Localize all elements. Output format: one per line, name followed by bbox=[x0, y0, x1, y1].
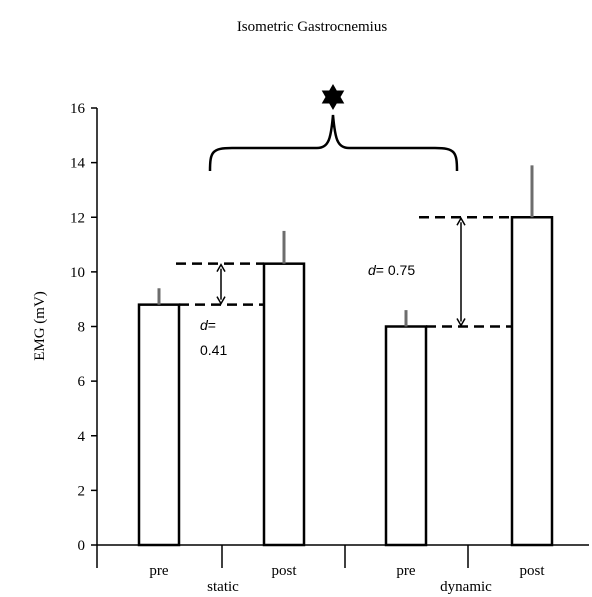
arrow-head-up bbox=[216, 263, 226, 273]
bars bbox=[137, 165, 554, 547]
arrow-head-down bbox=[456, 318, 466, 328]
significance-brace bbox=[208, 114, 459, 172]
y-ticks: 0 2 4 6 8 10 12 14 16 bbox=[70, 101, 97, 554]
y-tick-label: 6 bbox=[78, 374, 86, 390]
bar-dynamic-pre bbox=[384, 325, 428, 547]
y-tick-label: 16 bbox=[70, 101, 86, 117]
x-tick-label: post bbox=[519, 563, 545, 579]
x-labels: pre post static pre post dynamic bbox=[149, 563, 545, 595]
effect-size-symbol: d bbox=[368, 262, 377, 278]
bar-dynamic-post bbox=[510, 216, 554, 547]
effect-size-symbol: d bbox=[200, 317, 209, 333]
chart-title: Isometric Gastrocnemius bbox=[237, 19, 388, 35]
y-axis-label: EMG (mV) bbox=[32, 291, 48, 361]
effect-size-value: 0.75 bbox=[388, 262, 415, 278]
y-tick-label: 14 bbox=[70, 156, 86, 172]
y-tick-label: 0 bbox=[78, 538, 86, 554]
y-tick-label: 2 bbox=[78, 483, 86, 499]
effect-size-equals: = bbox=[208, 317, 216, 333]
effect-size-equals: = bbox=[376, 262, 388, 278]
y-tick-label: 4 bbox=[78, 429, 86, 445]
bar-static-pre bbox=[137, 303, 181, 547]
effect-size-label: d= 0.75 bbox=[368, 262, 415, 278]
group-label: dynamic bbox=[440, 579, 492, 595]
bar-static-post bbox=[262, 262, 306, 547]
effect-size-value: 0.41 bbox=[200, 342, 227, 358]
y-tick-label: 12 bbox=[70, 210, 85, 226]
arrow-head-up bbox=[456, 216, 466, 226]
significance-star-icon bbox=[321, 90, 345, 110]
effect-size-annotations: d=0.41d= 0.75 bbox=[176, 216, 512, 358]
group-label: static bbox=[207, 579, 239, 595]
y-tick-label: 10 bbox=[70, 265, 85, 281]
x-tick-label: pre bbox=[149, 563, 168, 579]
arrow-head-down bbox=[216, 296, 226, 306]
y-tick-label: 8 bbox=[78, 320, 86, 336]
x-tick-label: post bbox=[271, 563, 297, 579]
x-tick-label: pre bbox=[396, 563, 415, 579]
significance-bracket bbox=[208, 84, 459, 172]
effect-size-label: d= bbox=[200, 317, 216, 333]
